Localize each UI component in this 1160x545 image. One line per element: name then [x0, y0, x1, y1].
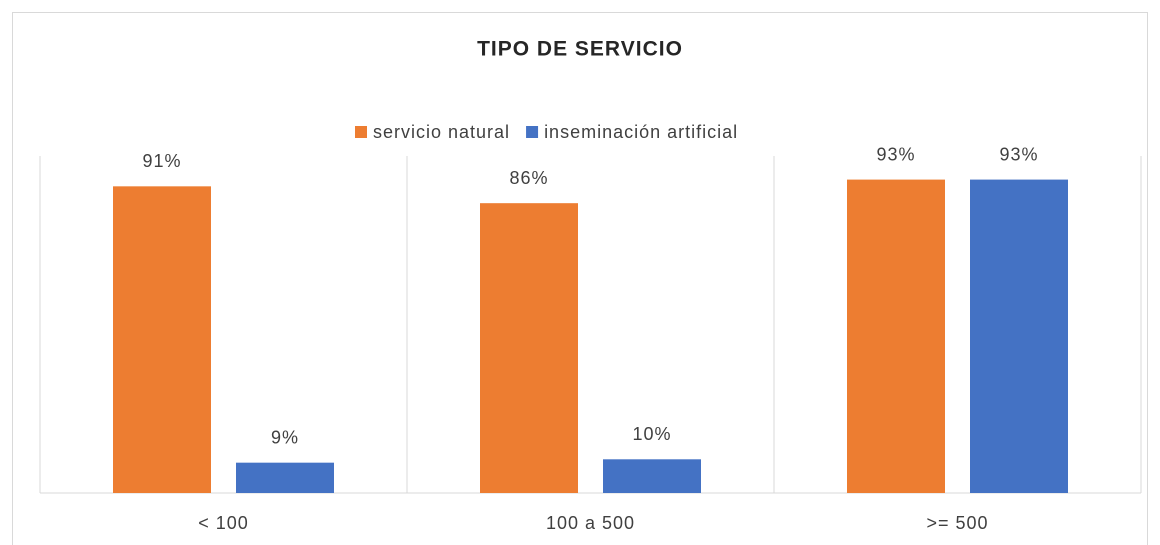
data-label: 10% [632, 424, 671, 444]
data-label: 91% [142, 151, 181, 171]
legend-label: inseminación artificial [544, 122, 738, 142]
bar [113, 186, 211, 493]
chart-title: TIPO DE SERVICIO [477, 38, 683, 61]
bar [236, 462, 334, 493]
data-label: 93% [876, 144, 915, 164]
x-tick-label: < 100 [198, 513, 249, 533]
bar [970, 179, 1068, 493]
data-label: 93% [999, 144, 1038, 164]
data-label: 86% [509, 168, 548, 188]
x-tick-label: 100 a 500 [546, 513, 635, 533]
x-tick-label: >= 500 [926, 513, 988, 533]
data-label: 9% [271, 427, 299, 447]
bar [847, 179, 945, 493]
legend-swatch [526, 126, 539, 138]
legend-label: servicio natural [373, 122, 510, 142]
legend-swatch [355, 126, 367, 138]
bar [603, 459, 701, 493]
bar [480, 203, 578, 493]
